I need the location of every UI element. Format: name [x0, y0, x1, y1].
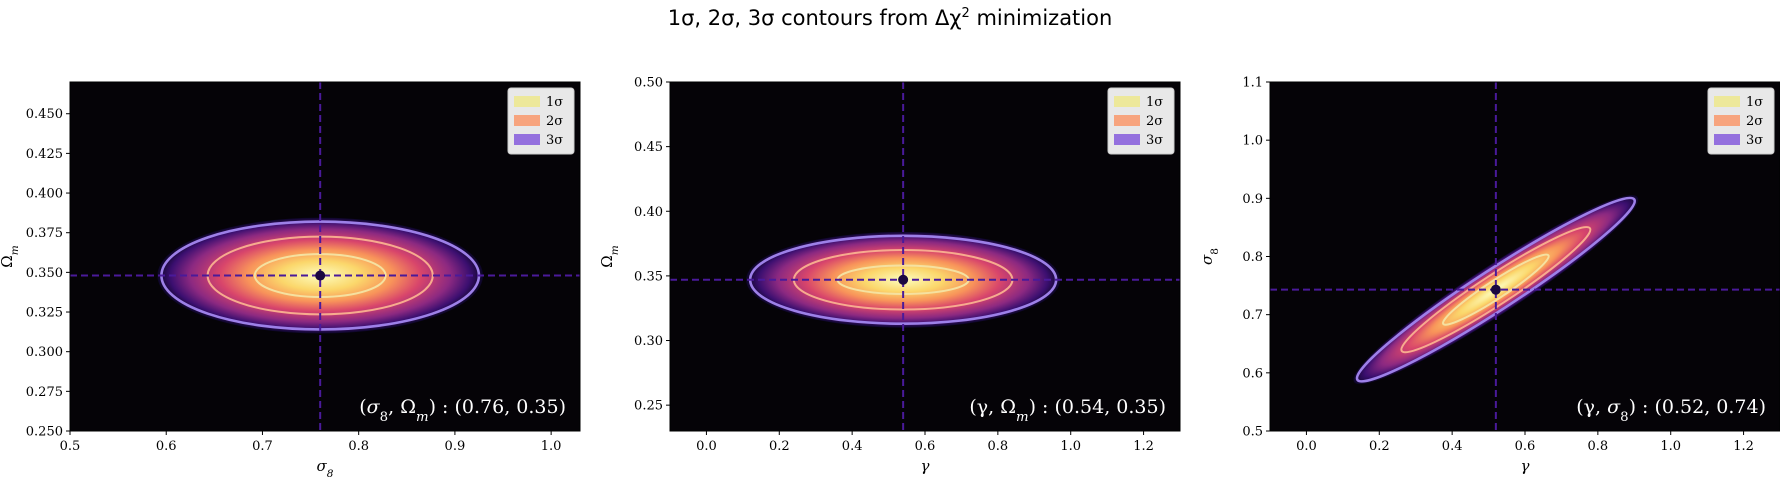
y-tick-label: 0.45: [634, 140, 663, 155]
chart-panel-1: (σ8, Ωm) : (0.76, 0.35) 1σ 2σ 3σ 0.5 0.6 0.7 0.…: [0, 81, 581, 480]
legend-label-3sigma: 3σ: [1146, 133, 1163, 148]
x-axis-label: γ: [1521, 457, 1530, 475]
x-tick-label: 0.5: [60, 439, 81, 454]
y-tick-label: 0.25: [634, 399, 663, 414]
y-tick-label: 0.9: [1242, 192, 1263, 207]
best-fit-point: [1490, 284, 1501, 295]
x-tick-label: 0.8: [348, 439, 369, 454]
x-tick-label: 0.8: [988, 439, 1009, 454]
y-axis-label: Ωm: [0, 245, 21, 267]
x-tick-label: 0.9: [445, 439, 466, 454]
legend-label-2sigma: 2σ: [1746, 114, 1763, 129]
legend-label-2sigma: 2σ: [1146, 114, 1163, 129]
y-tick-label: 0.50: [634, 76, 663, 91]
legend-swatch-1sigma: [1114, 96, 1140, 107]
legend-swatch-3sigma: [1114, 134, 1140, 145]
y-tick-label: 0.325: [26, 306, 63, 321]
y-axis-label: σ8: [1198, 248, 1221, 265]
contour-1sigma: [1442, 253, 1550, 326]
y-tick-label: 0.450: [26, 107, 63, 122]
x-tick-label: 0.7: [252, 439, 273, 454]
best-fit-label: (γ, Ωm) : (0.54, 0.35): [969, 396, 1166, 425]
x-tick-label: 0.2: [1369, 439, 1390, 454]
y-tick-label: 0.8: [1242, 250, 1263, 265]
y-tick-label: 0.40: [634, 205, 663, 220]
legend-swatch-1sigma: [514, 96, 540, 107]
x-tick-label: 1.2: [1133, 439, 1154, 454]
chart-panel-3: (γ, σ8) : (0.52, 0.74) 1σ 2σ 3σ 0.0 0.2 0.4 0.6…: [1198, 76, 1780, 475]
y-tick-label: 0.300: [26, 345, 63, 360]
legend-label-1sigma: 1σ: [1746, 95, 1763, 110]
best-fit-label: (γ, σ8) : (0.52, 0.74): [1576, 396, 1766, 425]
y-tick-label: 1.0: [1242, 134, 1263, 149]
contour-2sigma: [1400, 226, 1592, 354]
best-fit-point: [315, 270, 326, 281]
y-tick-label: 0.30: [634, 334, 663, 349]
legend: 1σ 2σ 3σ: [1107, 87, 1175, 155]
x-tick-label: 1.2: [1733, 439, 1754, 454]
legend-label-3sigma: 3σ: [546, 133, 563, 148]
y-tick-label: 0.7: [1242, 308, 1263, 323]
y-tick-label: 0.5: [1242, 425, 1263, 440]
legend-swatch-2sigma: [1714, 115, 1740, 126]
x-tick-label: 0.0: [696, 439, 717, 454]
x-tick-label: 0.6: [156, 439, 177, 454]
legend-label-3sigma: 3σ: [1746, 133, 1763, 148]
y-tick-label: 1.1: [1242, 76, 1263, 91]
x-tick-label: 1.0: [541, 439, 562, 454]
axes-frame: [69, 81, 581, 432]
x-tick-label: 0.4: [1442, 439, 1463, 454]
best-fit-point: [898, 274, 909, 285]
y-tick-label: 0.6: [1242, 366, 1263, 381]
x-tick-label: 0.6: [915, 439, 936, 454]
legend-swatch-2sigma: [1114, 115, 1140, 126]
y-tick-label: 0.350: [26, 266, 63, 281]
figure-title: 1σ, 2σ, 3σ contours from Δχ2 minimizatio…: [667, 6, 1113, 30]
y-tick-label: 0.425: [26, 147, 63, 162]
x-tick-label: 0.0: [1296, 439, 1317, 454]
x-tick-label: 0.4: [842, 439, 863, 454]
best-fit-label: (σ8, Ωm) : (0.76, 0.35): [359, 396, 566, 425]
y-tick-label: 0.375: [26, 226, 63, 241]
legend-label-1sigma: 1σ: [546, 95, 563, 110]
y-tick-label: 0.35: [634, 269, 663, 284]
y-tick-label: 0.250: [26, 425, 63, 440]
chart-panel-2: (γ, Ωm) : (0.54, 0.35) 1σ 2σ 3σ 0.0 0.2 0.4 0.6…: [598, 76, 1181, 475]
x-tick-label: 0.2: [769, 439, 790, 454]
plot-area: [1270, 82, 1780, 431]
y-tick-label: 0.400: [26, 187, 63, 202]
contour-3sigma: [1355, 196, 1637, 383]
x-tick-label: 0.8: [1588, 439, 1609, 454]
legend-swatch-2sigma: [514, 115, 540, 126]
y-tick-label: 0.275: [26, 385, 63, 400]
legend-swatch-1sigma: [1714, 96, 1740, 107]
x-tick-label: 0.6: [1515, 439, 1536, 454]
legend-swatch-3sigma: [514, 134, 540, 145]
plot-area: [70, 82, 580, 431]
legend-label-2sigma: 2σ: [546, 114, 563, 129]
legend-swatch-3sigma: [1714, 134, 1740, 145]
x-tick-label: 1.0: [1060, 439, 1081, 454]
x-axis-label: γ: [921, 457, 930, 475]
legend-label-1sigma: 1σ: [1146, 95, 1163, 110]
x-tick-label: 1.0: [1660, 439, 1681, 454]
plot-area: [670, 82, 1180, 431]
legend: 1σ 2σ 3σ: [1707, 87, 1775, 155]
y-axis-label: Ωm: [598, 245, 621, 267]
x-axis-label: σ8: [317, 457, 334, 480]
legend: 1σ 2σ 3σ: [507, 87, 575, 155]
